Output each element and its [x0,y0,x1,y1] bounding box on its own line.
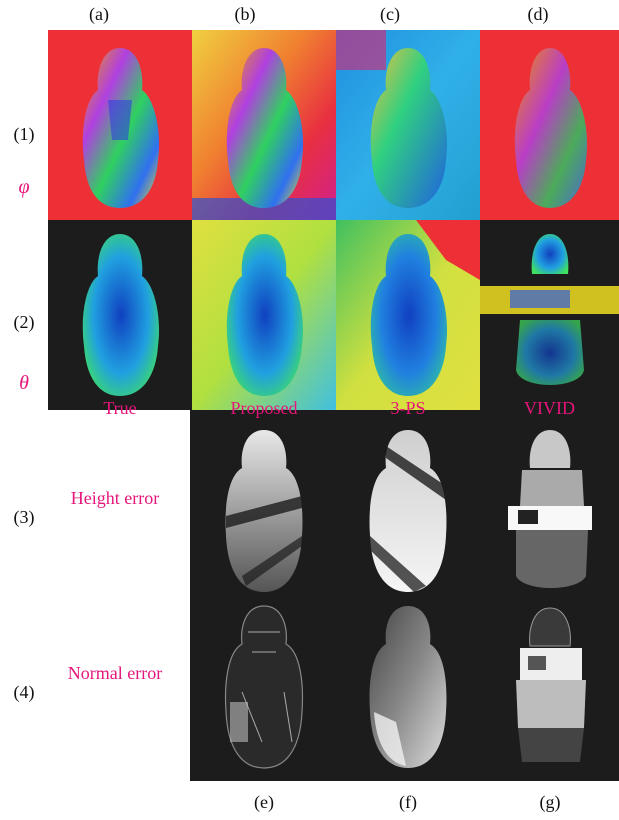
column-label-g: (g) [539,792,561,812]
height-error-label: Height error [70,488,160,508]
phi-true-image [48,30,192,220]
row-label-3: (3) [13,507,35,527]
phi-proposed-image [192,30,336,220]
method-label-3ps: 3-PS [390,398,426,418]
column-label-a: (a) [89,4,109,24]
phi-3ps-image [336,30,480,220]
theta-vivid-image [480,220,619,410]
method-label-proposed: Proposed [230,398,298,418]
column-label-d: (d) [527,4,549,24]
height-error-vivid-image [498,426,602,596]
theta-proposed-image [192,220,336,410]
row-symbol-theta: θ [19,372,29,394]
height-error-proposed-image [212,426,316,596]
normal-error-proposed-image [212,602,316,772]
row-label-2: (2) [13,312,35,332]
normal-error-3ps-image [356,602,460,772]
height-error-3ps-image [356,426,460,596]
column-label-c: (c) [380,4,400,24]
row-label-4: (4) [13,682,35,702]
column-label-e: (e) [254,792,274,812]
normal-error-vivid-image [498,602,602,772]
column-label-f: (f) [399,792,417,812]
theta-3ps-image [336,220,480,410]
theta-true-image [48,220,192,410]
method-label-true: True [103,398,137,418]
row-symbol-phi: φ [18,176,30,198]
normal-error-label: Normal error [67,663,163,683]
method-label-vivid: VIVID [524,398,575,418]
row-label-1: (1) [13,124,35,144]
phi-vivid-image [480,30,619,220]
column-label-b: (b) [234,4,256,24]
